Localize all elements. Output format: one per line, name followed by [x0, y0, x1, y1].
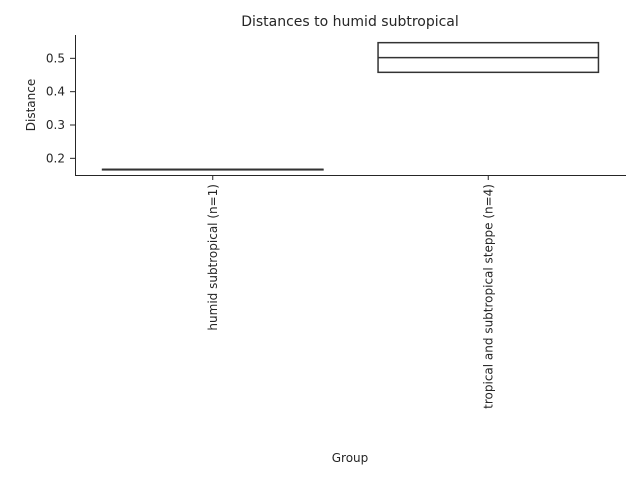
y-tick-label: 0.2 [46, 151, 65, 165]
chart-title: Distances to humid subtropical [241, 14, 459, 30]
y-tick-label: 0.4 [46, 85, 65, 99]
plot-area: 0.2 0.3 0.4 0.5 humid subtropical (n=1) tropi… [46, 43, 599, 409]
y-tick-label: 0.5 [46, 51, 65, 65]
y-axis-label: Distance [24, 79, 38, 131]
x-tick-label: humid subtropical (n=1) [206, 184, 220, 331]
x-tick-label: tropical and subtropical steppe (n=4) [481, 184, 495, 409]
y-tick-label: 0.3 [46, 118, 65, 132]
x-axis-label: Group [332, 451, 369, 465]
